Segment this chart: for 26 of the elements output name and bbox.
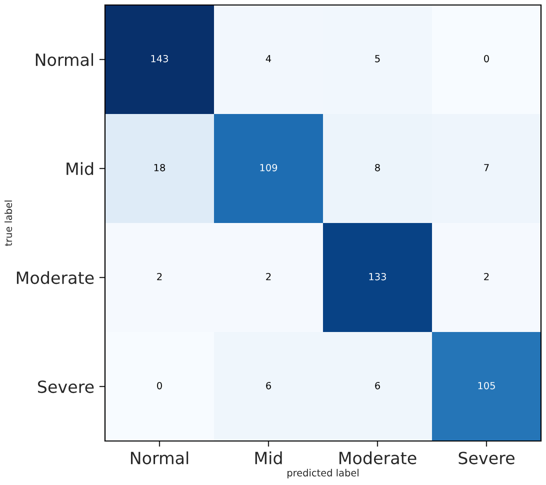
- x-axis-title: predicted label: [288, 468, 358, 478]
- y-tick-label: Severe: [38, 380, 94, 394]
- x-tick-label: Normal: [130, 451, 188, 464]
- data-label: 133: [369, 272, 386, 280]
- y-tick-label: Moderate: [16, 271, 94, 284]
- data-label: 105: [478, 382, 495, 390]
- data-label: 0: [484, 54, 489, 62]
- data-label: 143: [151, 54, 168, 62]
- data-label: 7: [484, 164, 489, 172]
- y-tick-label: Normal: [36, 53, 94, 66]
- data-label: 6: [266, 382, 271, 390]
- data-label: 4: [266, 55, 272, 62]
- y-tick-label: Mid: [66, 162, 94, 176]
- x-tick-label: Severe: [458, 452, 514, 464]
- data-label: 0: [157, 382, 162, 390]
- data-label: 5: [375, 55, 380, 62]
- y-axis-title: true label: [4, 200, 12, 246]
- data-label: 2: [266, 272, 271, 280]
- x-tick-label: Moderate: [340, 451, 416, 464]
- data-label: 2: [484, 272, 489, 280]
- x-tick-label: Mid: [255, 451, 282, 464]
- data-label: 6: [375, 382, 380, 390]
- data-label: 8: [375, 164, 380, 172]
- data-label: 2: [157, 272, 162, 280]
- data-label: 109: [260, 164, 278, 172]
- data-label: 18: [154, 164, 166, 172]
